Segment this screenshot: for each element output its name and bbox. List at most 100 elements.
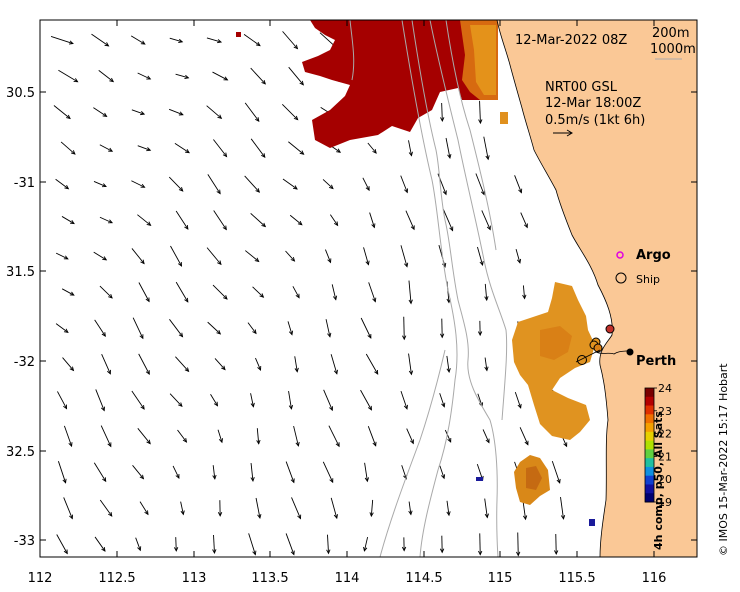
current-vector [63, 425, 73, 448]
current-vector [217, 429, 223, 444]
x-tick-label: 113.5 [251, 571, 288, 586]
current-vector [484, 357, 489, 372]
colorbar-tick-label: 23 [658, 405, 672, 418]
current-vector [291, 497, 302, 520]
current-vector [281, 103, 299, 121]
current-vector [91, 33, 110, 47]
current-vector [56, 534, 68, 555]
x-tick-label: 116 [642, 571, 667, 586]
current-vector [522, 285, 527, 300]
colorbar-segment [645, 475, 654, 485]
current-vector [168, 108, 184, 116]
current-vector [217, 500, 223, 517]
current-vector [331, 284, 338, 301]
current-vector [99, 144, 114, 152]
current-vector [250, 213, 267, 228]
current-vector [94, 536, 106, 552]
plot-frame [39, 19, 698, 558]
current-vector [444, 429, 452, 443]
current-vector [207, 174, 221, 195]
current-vector [482, 429, 490, 444]
current-vector [214, 358, 226, 371]
current-vector [131, 390, 145, 410]
colorbar-title: 4h comp, p50, All Sats [652, 411, 665, 550]
contour-legend-1000m: 1000m [650, 42, 696, 57]
colorbar-segment [645, 466, 654, 477]
current-vector [330, 354, 338, 375]
ship-legend-label: Ship [636, 273, 660, 286]
current-vector [520, 212, 528, 229]
current-vector [369, 499, 374, 518]
current-vector [439, 393, 446, 408]
current-vector [248, 533, 257, 556]
current-vector [93, 181, 107, 188]
current-vector [256, 428, 261, 445]
current-vector [483, 136, 490, 161]
current-vector [93, 462, 107, 483]
date-label: 12-Mar-2022 08Z [515, 33, 627, 48]
current-vector [481, 210, 491, 231]
current-vector [446, 500, 451, 517]
current-vector [328, 425, 340, 448]
current-vector [285, 461, 295, 484]
current-vector [138, 353, 150, 376]
current-vector [62, 357, 75, 372]
current-vector [57, 461, 67, 484]
current-vector [364, 462, 370, 483]
argo-legend-label: Argo [636, 248, 671, 263]
current-vector [478, 100, 483, 125]
y-tick-label: -32 [14, 355, 35, 370]
current-vector [322, 179, 334, 190]
current-vector [360, 317, 372, 339]
current-vector [137, 72, 152, 80]
current-vector [210, 394, 219, 407]
y-axis: 30.5 -31 31.5 -32 32.5 -33 [6, 86, 697, 549]
current-vector [207, 321, 222, 335]
perth-label: Perth [636, 354, 676, 369]
x-tick-label: 115.5 [558, 571, 595, 586]
current-vector [168, 176, 184, 192]
current-vector [288, 66, 304, 86]
x-axis: 112 112.5 113 113.5 114 114.5 115 115.5 116 [28, 20, 667, 586]
current-vector [554, 533, 559, 556]
current-vector [285, 533, 295, 556]
colorbar-tick-label: 20 [658, 473, 672, 486]
current-vector [408, 501, 413, 516]
current-vector [100, 425, 112, 448]
current-vector [515, 249, 522, 264]
current-vector [365, 353, 379, 375]
current-vector [477, 246, 484, 266]
current-vector [244, 102, 260, 122]
current-vector [213, 210, 227, 231]
current-vector [99, 216, 114, 224]
current-vector [439, 535, 445, 554]
x-tick-label: 112 [28, 571, 53, 586]
y-tick-label: 32.5 [6, 445, 35, 460]
current-vector [368, 282, 377, 303]
current-vector [99, 499, 113, 517]
current-vector [367, 426, 377, 447]
current-vector [330, 497, 338, 520]
current-vector [408, 280, 413, 305]
current-vector [53, 105, 71, 120]
current-vector [255, 357, 262, 371]
current-vector [325, 249, 332, 264]
current-vector [326, 534, 331, 555]
current-vector [55, 178, 70, 190]
sst-patch-south [476, 282, 595, 526]
current-vector [439, 465, 446, 480]
current-vector [282, 31, 299, 50]
current-vector [514, 175, 523, 194]
colorbar-segment [645, 449, 654, 459]
current-vector [99, 285, 113, 299]
argo-marker-icon [616, 251, 624, 259]
current-vector [255, 497, 262, 520]
current-vector [93, 107, 108, 117]
current-vector [212, 465, 217, 480]
scale-label: 0.5m/s (1kt 6h) [545, 113, 645, 128]
current-vector [169, 37, 184, 43]
current-vector [55, 323, 69, 333]
current-vector [50, 36, 74, 45]
y-tick-label: -31 [14, 176, 35, 191]
current-vector [514, 391, 522, 409]
